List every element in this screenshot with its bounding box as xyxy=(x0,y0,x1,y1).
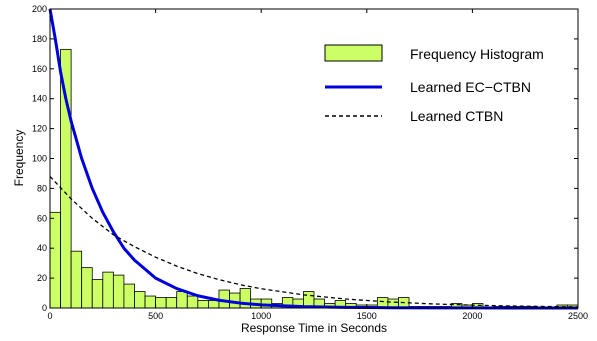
histogram-bar xyxy=(176,291,188,309)
y-tick-label: 200 xyxy=(32,4,47,14)
y-tick-label: 20 xyxy=(37,273,47,283)
y-tick-label: 120 xyxy=(32,124,47,134)
histogram-bar xyxy=(134,291,146,309)
x-tick-label: 1000 xyxy=(251,311,271,321)
histogram-bar xyxy=(112,274,125,309)
y-tick-label: 180 xyxy=(32,34,47,44)
y-tick-label: 160 xyxy=(32,64,47,74)
y-tick-label: 0 xyxy=(42,303,47,313)
histogram-bar xyxy=(49,211,61,309)
legend-swatch-histogram xyxy=(324,44,383,62)
histogram-bar xyxy=(207,300,220,309)
histogram-bar xyxy=(70,250,83,309)
y-axis-ticks: 0 20 40 60 80 100 120 140 160 180 200 xyxy=(32,4,578,313)
legend-label-histogram: Frequency Histogram xyxy=(410,46,544,62)
x-axis-title: Response Time in Seconds xyxy=(241,321,387,335)
x-axis-ticks: 0 500 1000 1500 2000 2500 xyxy=(47,9,588,321)
y-tick-label: 140 xyxy=(32,94,47,104)
x-tick-label: 500 xyxy=(148,311,163,321)
legend-label-ec-ctbn: Learned EC−CTBN xyxy=(410,79,531,95)
histogram-bar xyxy=(155,297,167,309)
histogram-bar xyxy=(102,271,114,309)
x-tick-label: 0 xyxy=(47,311,52,321)
x-tick-label: 1500 xyxy=(357,311,377,321)
x-tick-label: 2500 xyxy=(568,311,588,321)
histogram-bar xyxy=(81,267,93,309)
histogram-bar xyxy=(91,279,104,309)
histogram-bar xyxy=(60,48,72,309)
histogram-bar xyxy=(186,295,199,309)
histogram-bar xyxy=(165,297,178,309)
y-tick-label: 100 xyxy=(32,154,47,164)
plot-area xyxy=(50,9,578,308)
legend: Frequency Histogram Learned EC−CTBN Lear… xyxy=(324,44,544,124)
histogram-bar xyxy=(197,300,209,309)
histogram-bar xyxy=(144,295,156,309)
legend-label-ctbn: Learned CTBN xyxy=(410,108,503,124)
y-tick-label: 60 xyxy=(37,213,47,223)
y-tick-label: 80 xyxy=(37,183,47,193)
ctbn-curve xyxy=(49,175,579,308)
x-tick-label: 2000 xyxy=(462,311,482,321)
histogram-bar xyxy=(123,283,135,309)
y-tick-label: 40 xyxy=(37,243,47,253)
y-axis-title: Frequency xyxy=(12,130,26,187)
